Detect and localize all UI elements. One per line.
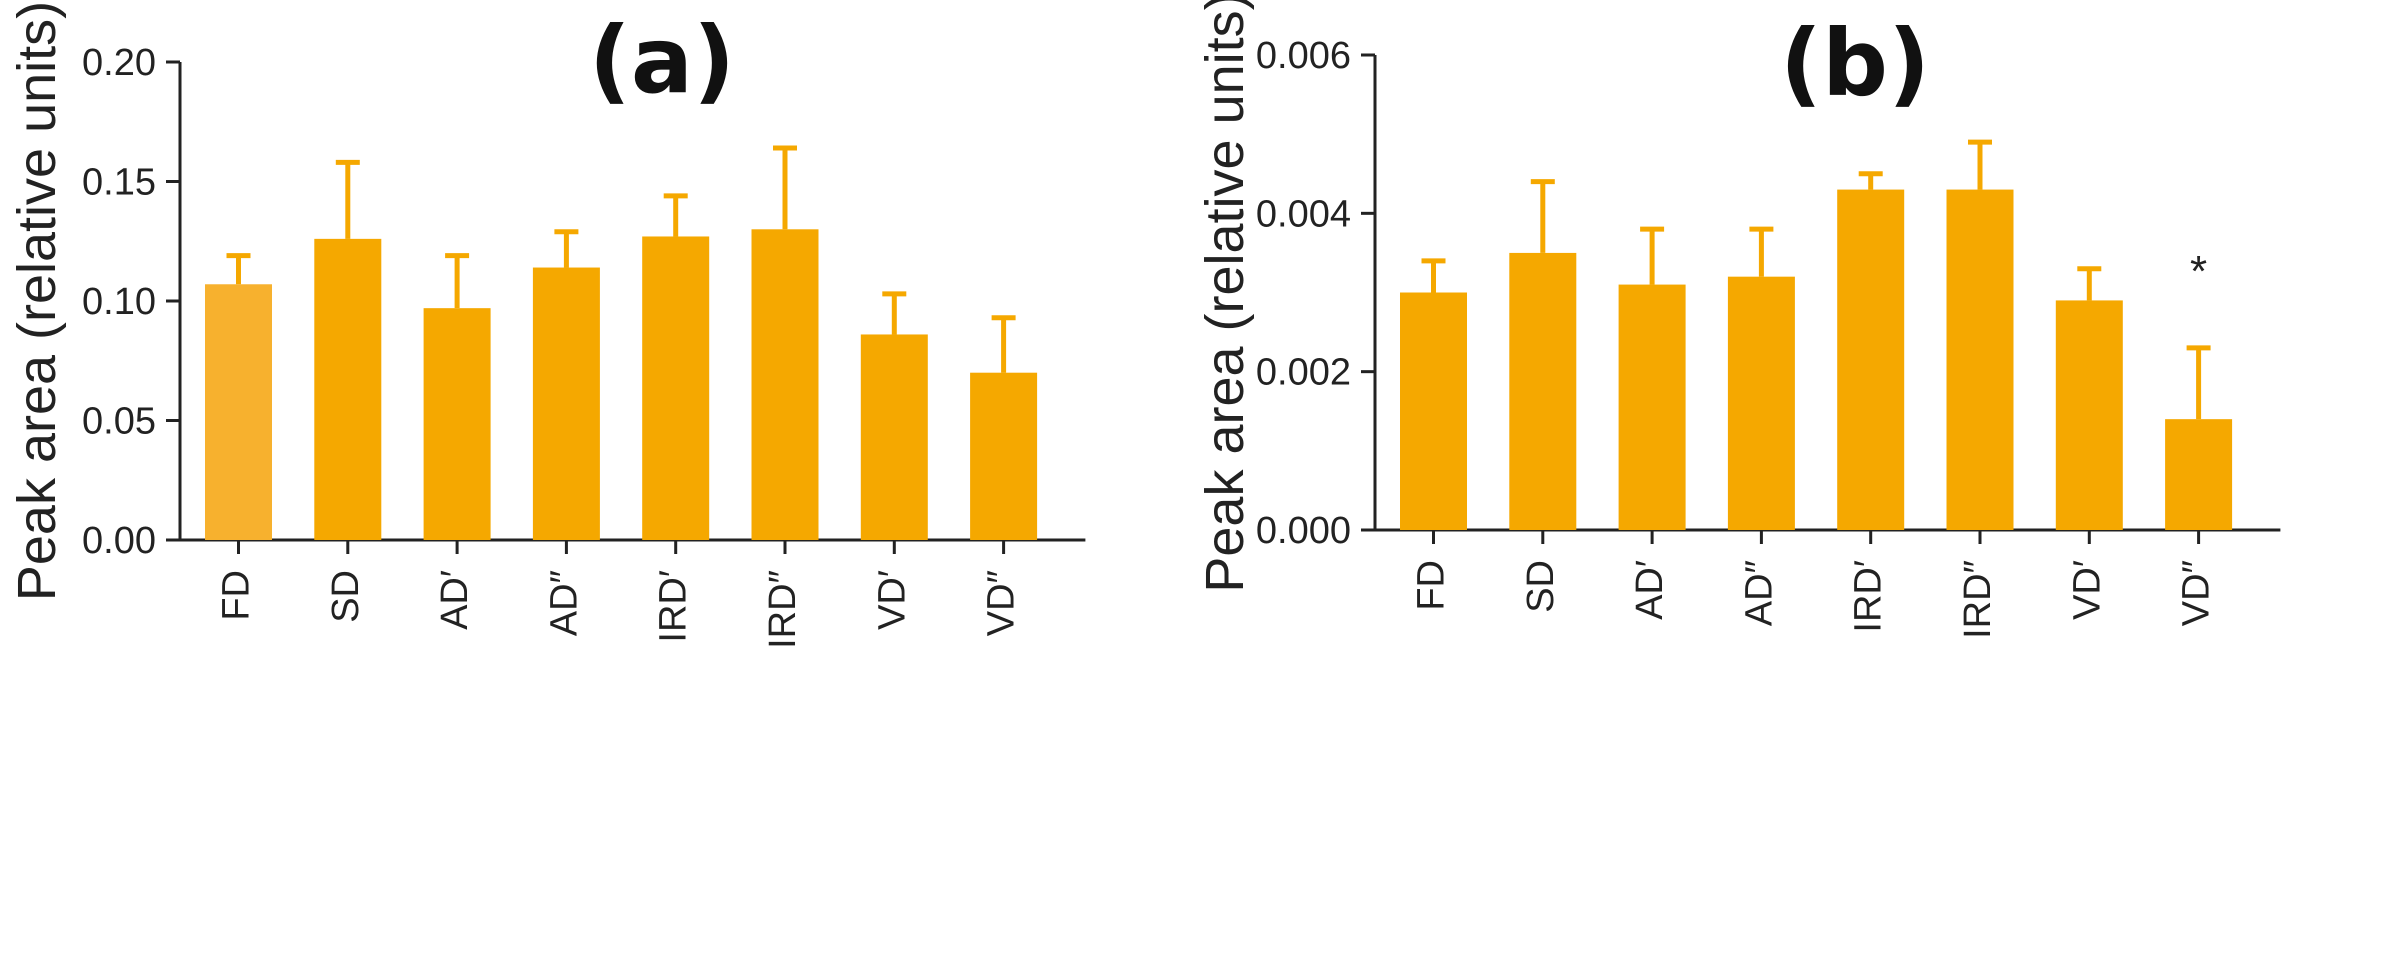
category-label-a: AD′ [434, 570, 476, 630]
bar-a [423, 308, 491, 540]
y-tick-label-a: 0.10 [82, 281, 156, 323]
bar-a [642, 236, 710, 540]
bar-a [860, 334, 928, 540]
significance-marker-b: * [2190, 247, 2207, 296]
bar-b [2165, 419, 2233, 530]
bar-b [1618, 284, 1686, 530]
bar-a [314, 238, 382, 541]
chart-panel-a: 0.00 0.05 0.10 0.15 0.20 Peak area (relative … [7, 1, 1086, 649]
bar-b [1946, 189, 2014, 531]
category-label-b: IRD″ [1957, 560, 1999, 639]
bar-a [205, 284, 272, 540]
y-tick-label-a: 0.05 [82, 401, 156, 443]
category-label-b: AD′ [1629, 560, 1671, 620]
bar-b [2055, 300, 2123, 530]
y-tick-label-a: 0.15 [82, 162, 156, 204]
bar-b [1837, 189, 1905, 531]
y-axis-title-a: Peak area (relative units) [7, 1, 67, 601]
category-label-b: FD [1411, 560, 1453, 611]
panel-label-b: (b) [1780, 10, 1930, 117]
panel-label-a: (a) [589, 7, 735, 114]
category-label-b: AD″ [1738, 560, 1780, 626]
bar-a [970, 372, 1038, 540]
y-tick-label-b: 0.002 [1256, 352, 1351, 394]
y-axis-title-b: Peak area (relative units) [1203, 0, 1255, 593]
category-label-a: IRD″ [762, 570, 804, 649]
category-label-a: VD′ [871, 570, 913, 630]
category-label-a: SD [325, 570, 367, 623]
category-label-b: VD′ [2066, 560, 2108, 620]
category-label-a: VD″ [981, 570, 1023, 636]
y-tick-label-b: 0.004 [1256, 193, 1351, 235]
bar-a [532, 267, 600, 540]
category-label-b: SD [1520, 560, 1562, 613]
y-tick-label-b: 0.000 [1256, 510, 1351, 552]
category-label-a: AD″ [543, 570, 585, 636]
bar-b [1727, 276, 1795, 530]
y-tick-label-a: 0.20 [82, 42, 156, 84]
bar-b [1400, 292, 1467, 530]
category-label-b: VD″ [2176, 560, 2218, 626]
y-tick-label-b: 0.006 [1256, 35, 1351, 77]
bar-b [1509, 252, 1577, 530]
y-tick-label-a: 0.00 [82, 520, 156, 562]
category-label-a: IRD′ [653, 570, 695, 643]
category-label-a: FD [216, 570, 258, 621]
bar-a [751, 229, 819, 541]
category-label-b: IRD′ [1848, 560, 1890, 633]
